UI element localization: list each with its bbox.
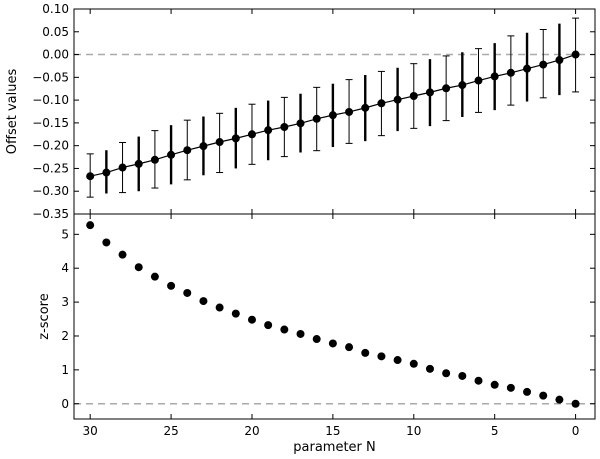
data-point [118, 163, 127, 172]
data-point [328, 339, 337, 348]
data-point [264, 126, 273, 135]
x-tick-label: 0 [572, 424, 580, 438]
y-tick-label: 0.00 [42, 48, 69, 62]
data-point [280, 122, 289, 131]
x-axis-title: parameter N [293, 440, 376, 455]
top-data-points [86, 50, 580, 181]
data-point [490, 380, 499, 389]
data-point [345, 107, 354, 116]
y-tick-label: 3 [61, 295, 69, 309]
bottom-panel-frame [73, 213, 596, 420]
top-panel: 0.10 0.05 0.00 −0.05 −0.10 −0.15 −0.20 −0.25 −0.… [5, 2, 596, 221]
data-point [312, 335, 321, 344]
y-tick-label: −0.20 [32, 139, 69, 153]
data-point [442, 369, 451, 378]
data-point [490, 72, 499, 81]
data-point [296, 119, 305, 128]
y-tick-label: −0.10 [32, 93, 69, 107]
data-point [231, 309, 240, 318]
data-point [134, 159, 143, 168]
data-point [86, 172, 95, 181]
x-tick-label: 25 [163, 424, 178, 438]
y-tick-label: 5 [61, 227, 69, 241]
data-point [134, 263, 143, 272]
y-tick-label: 4 [61, 261, 69, 275]
data-point [150, 155, 159, 164]
data-point [199, 142, 208, 151]
data-point [183, 288, 192, 297]
data-point [215, 303, 224, 312]
top-y-axis-ticks: 0.10 0.05 0.00 −0.05 −0.10 −0.15 −0.20 −0.25 −0.… [32, 2, 595, 221]
data-point [377, 352, 386, 361]
x-tick-label: 10 [406, 424, 421, 438]
bottom-y-axis-ticks: 5 4 3 2 1 0 [61, 227, 595, 411]
x-axis-ticks: 30 25 20 15 10 5 0 [83, 9, 580, 438]
data-point [102, 168, 111, 177]
data-point [539, 391, 548, 400]
data-point [328, 111, 337, 120]
data-point [474, 376, 483, 385]
y-tick-label: 0.05 [42, 25, 69, 39]
bottom-y-axis-title: z-score [37, 293, 52, 339]
data-point [523, 64, 532, 73]
data-point [102, 238, 111, 247]
data-point [183, 146, 192, 155]
data-point [215, 138, 224, 147]
data-point [474, 76, 483, 85]
data-point [167, 281, 176, 290]
y-tick-label: −0.30 [32, 184, 69, 198]
bottom-data-points [86, 221, 580, 408]
data-point [555, 395, 564, 404]
x-tick-label: 5 [491, 424, 499, 438]
data-point [264, 321, 273, 330]
y-tick-label: 0.10 [42, 2, 69, 16]
data-point [280, 325, 289, 334]
data-point [409, 92, 418, 101]
data-point [393, 356, 402, 365]
data-point [409, 359, 418, 368]
data-point [506, 383, 515, 392]
y-tick-label: −0.25 [32, 161, 69, 175]
data-point [199, 297, 208, 306]
y-tick-label: −0.35 [32, 207, 69, 221]
data-point [458, 81, 467, 90]
data-point [247, 130, 256, 139]
y-tick-label: −0.15 [32, 116, 69, 130]
data-point [377, 99, 386, 108]
data-point [231, 134, 240, 143]
x-tick-label: 20 [244, 424, 259, 438]
data-point [442, 84, 451, 93]
data-point [361, 103, 370, 112]
y-tick-label: 1 [61, 363, 69, 377]
data-point [86, 221, 95, 230]
y-tick-label: −0.05 [32, 70, 69, 84]
data-point [539, 60, 548, 69]
data-point [458, 371, 467, 380]
data-point [571, 399, 580, 408]
data-point [523, 387, 532, 396]
data-point [506, 68, 515, 77]
top-y-axis-title: Offset values [5, 69, 20, 155]
x-tick-label: 30 [83, 424, 98, 438]
data-point [247, 315, 256, 324]
data-point [167, 150, 176, 159]
data-point [296, 329, 305, 338]
data-point [312, 114, 321, 123]
data-point [425, 364, 434, 373]
data-point [571, 50, 580, 59]
data-point [555, 56, 564, 65]
data-point [118, 250, 127, 259]
data-point [425, 88, 434, 97]
data-point [361, 348, 370, 357]
y-tick-label: 2 [61, 329, 69, 343]
data-point [150, 272, 159, 281]
data-point [345, 343, 354, 352]
x-tick-label: 15 [325, 424, 340, 438]
data-point [393, 95, 402, 104]
top-error-bars [86, 17, 580, 198]
y-tick-label: 0 [61, 397, 69, 411]
